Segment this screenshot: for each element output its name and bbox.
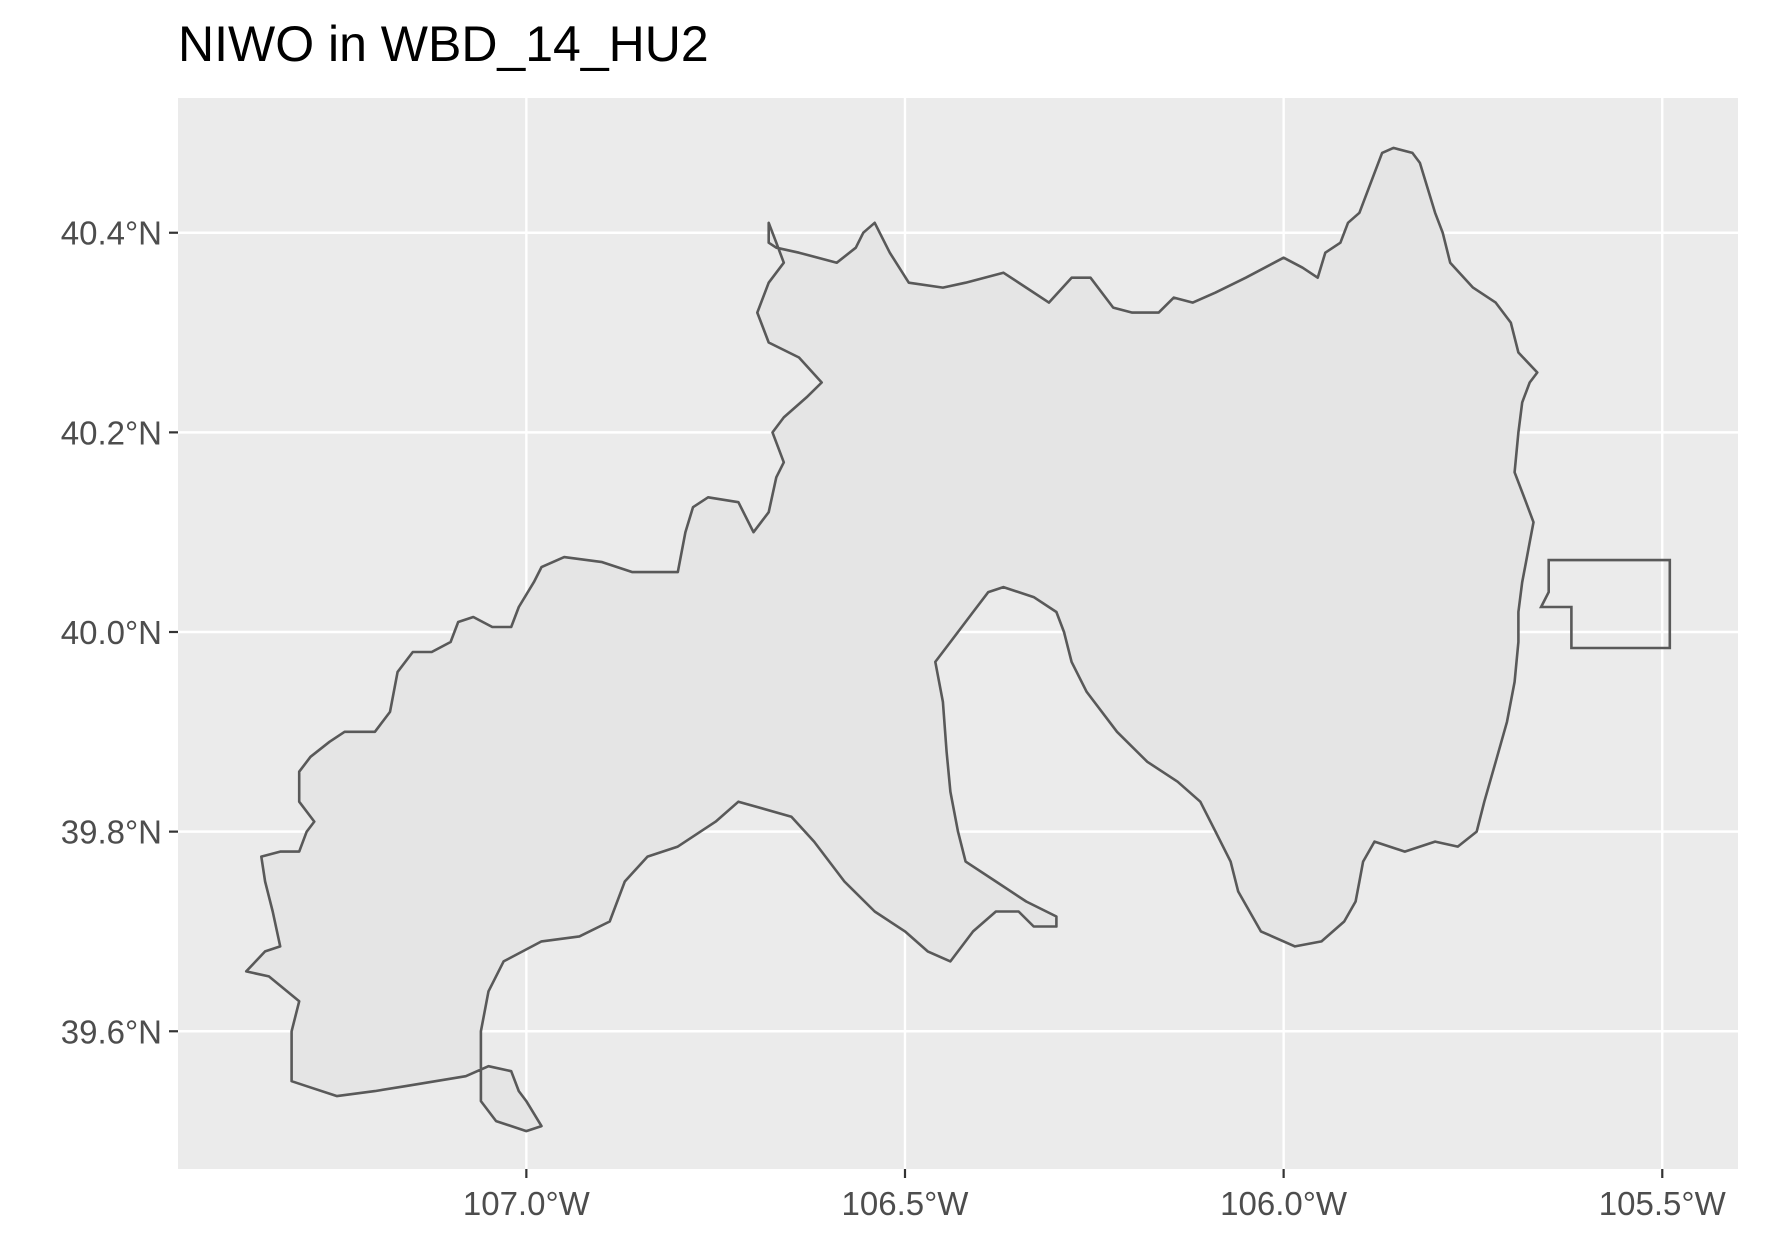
watershed-polygon	[244, 146, 1539, 1133]
y-axis: 40.4°N 40.2°N 40.0°N 39.8°N 39.6°N	[61, 215, 178, 1050]
x-tick-label: 106.0°W	[1220, 1185, 1348, 1222]
x-tick-label: 107.0°W	[463, 1185, 591, 1222]
y-tick-label: 39.6°N	[61, 1013, 162, 1050]
y-tick-label: 40.2°N	[61, 414, 162, 451]
map-title: NIWO in WBD_14_HU2	[178, 16, 709, 72]
x-tick-label: 106.5°W	[842, 1185, 970, 1222]
x-axis: 107.0°W 106.5°W 106.0°W 105.5°W	[463, 1169, 1727, 1222]
x-tick-label: 105.5°W	[1599, 1185, 1727, 1222]
site-boundary-box	[1538, 558, 1672, 650]
y-tick-label: 39.8°N	[61, 814, 162, 851]
y-tick-label: 40.4°N	[61, 215, 162, 252]
y-tick-label: 40.0°N	[61, 614, 162, 651]
